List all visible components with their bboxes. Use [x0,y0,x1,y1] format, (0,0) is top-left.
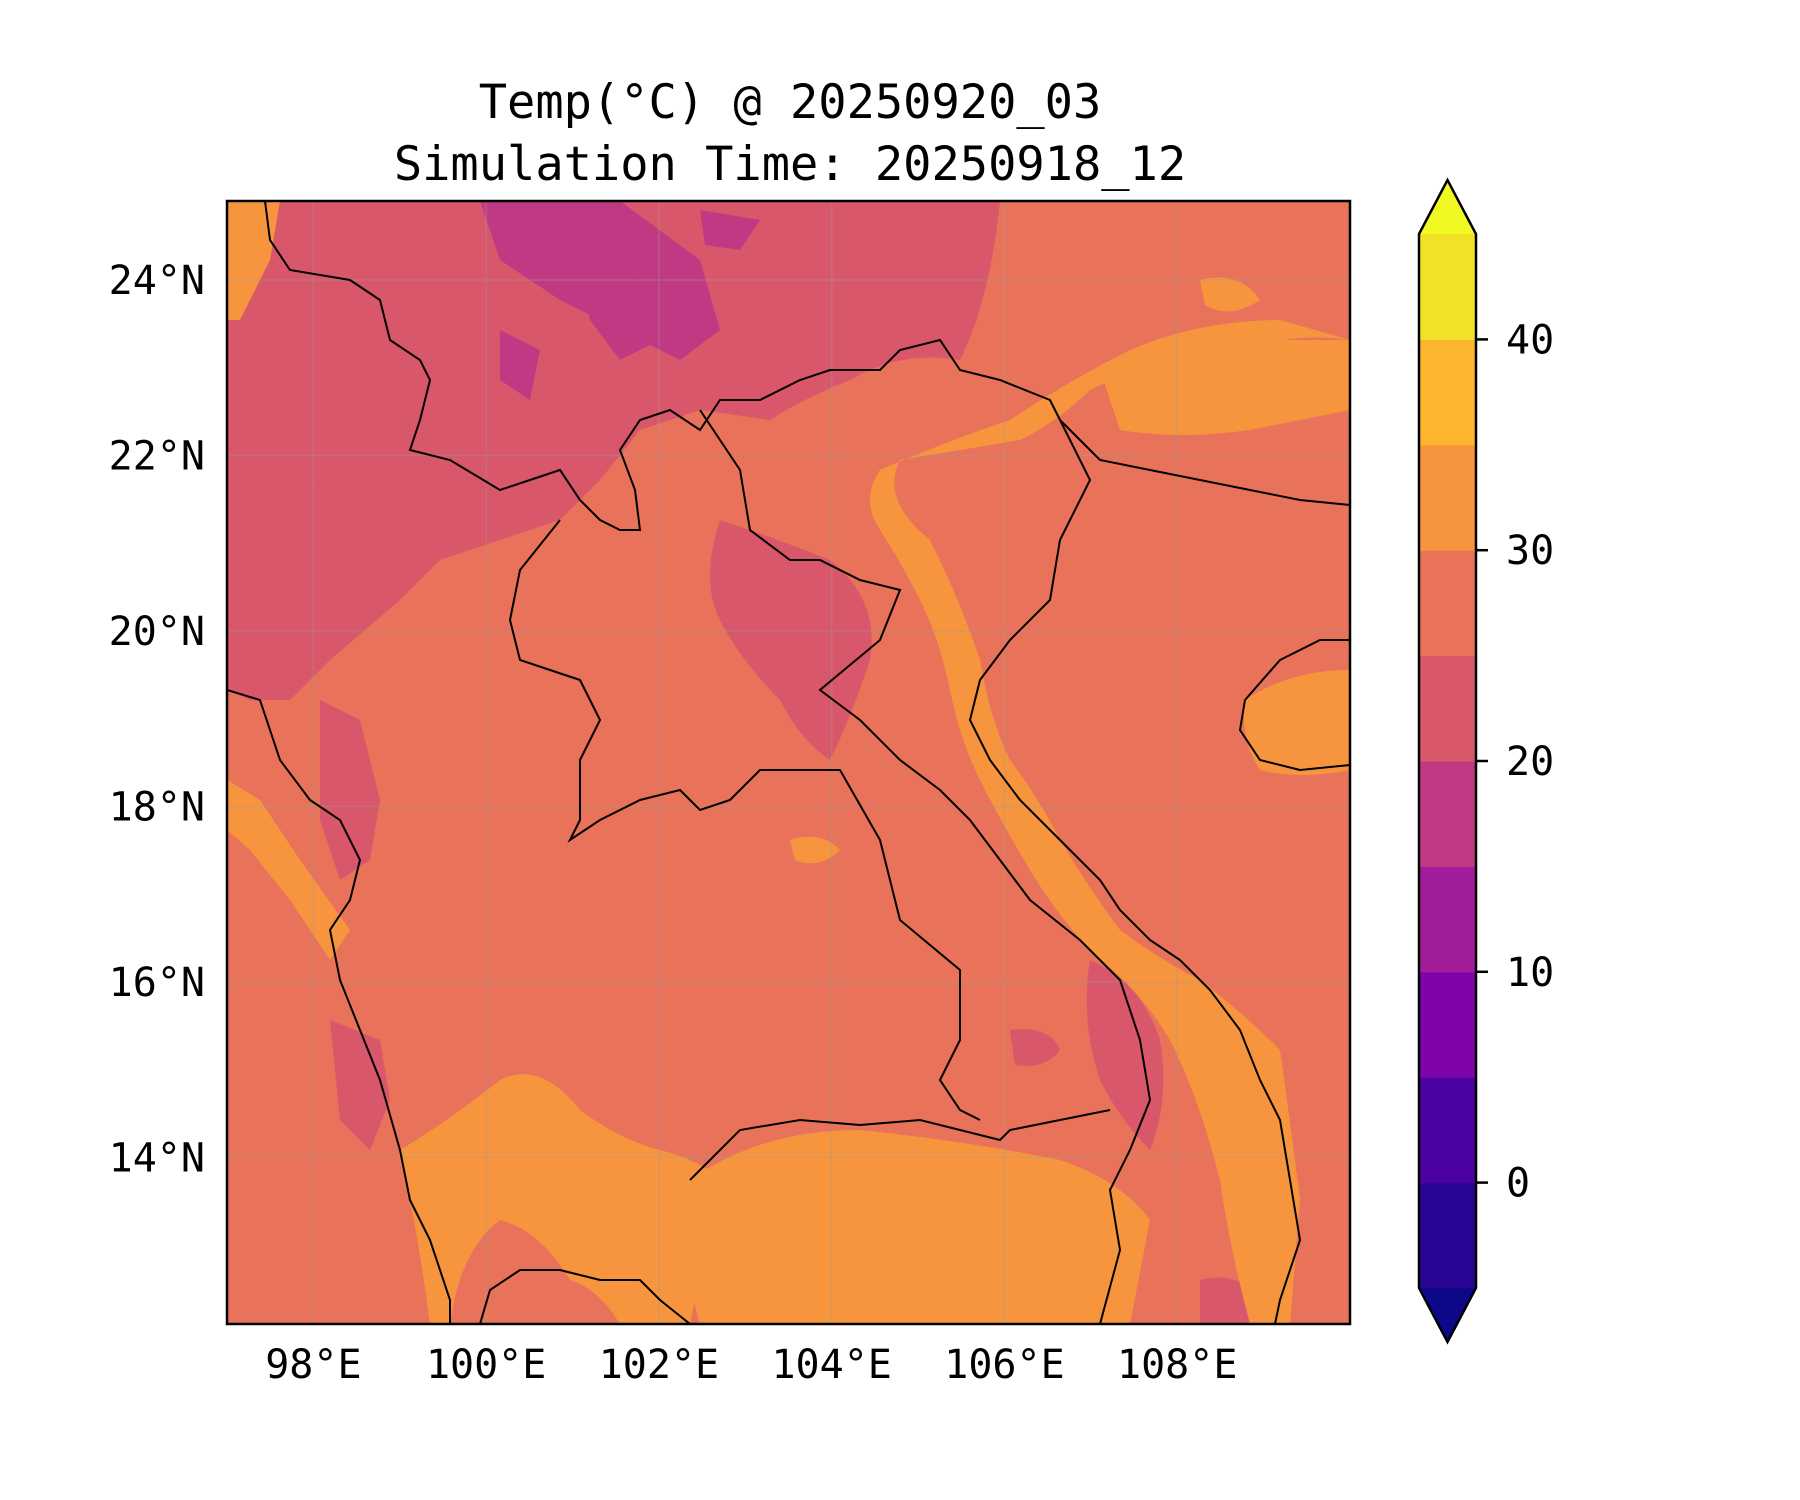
map-title: Temp(°C) @ 20250920_03 [478,75,1102,130]
laos-highland-cool-region [710,520,872,760]
latitude-tick-labels: 24°N 22°N 20°N 18°N 16°N 14°N [109,258,205,1181]
colorbar-tick-labels: 0 10 20 30 40 [1476,317,1554,1207]
colorbar-tick-label-0: 0 [1506,1161,1530,1207]
colorbar-level-6 [1419,550,1476,657]
myanmar-thailand-border-line [227,689,451,1324]
lon-tick-label-3: 104°E [771,1342,891,1388]
north-highlands-cool-region [227,201,1000,700]
central-thailand-warm-region [400,1074,720,1324]
lat-tick-label-3: 18°N [109,784,205,830]
colorbar-level-0 [1419,1182,1476,1289]
colorbar-level-7 [1419,444,1476,551]
colorbar-tick-label-1: 10 [1506,950,1554,996]
thailand-laos-border-line [508,519,981,1121]
gulf-of-thailand-coastline [479,1269,691,1324]
colorbar-level-9 [1419,234,1476,340]
colorbar-tick-label-4: 40 [1506,317,1554,363]
central-highlands-cool-region [1086,960,1164,1150]
cambodia-warm-region [686,1130,1150,1324]
colorbar-extend-under [1419,1288,1476,1342]
lat-tick-label-1: 22°N [109,433,205,479]
lon-tick-label-0: 98°E [265,1342,361,1388]
temperature-field [227,201,1350,1324]
hainan-coastline [1238,639,1350,772]
myanmar-cool-strip [320,700,380,880]
red-river-delta-warm-region [870,320,1350,1324]
colorbar-level-1 [1419,1077,1476,1184]
lon-tick-label-4: 106°E [944,1342,1064,1388]
china-border-line [264,201,1350,531]
laos-vietnam-border-line [699,409,1152,1324]
colorbar-level-3 [1419,866,1476,973]
plateau-cool-patch [1010,1029,1060,1066]
hainan-warm-region [1244,670,1350,775]
title-block: Temp(°C) @ 20250920_03 Simulation Time: … [0,72,1580,196]
colorbar-tick-label-2: 20 [1506,739,1554,785]
north-cold-speck [700,210,760,250]
colorbar-extend-over [1419,180,1476,234]
plateau-warm-patch [790,836,840,864]
lat-tick-label-0: 24°N [109,258,205,304]
colorbar-level-5 [1419,655,1476,762]
west-cool-strip [227,420,330,560]
cold-pockets [480,201,760,400]
gridlines [227,201,1350,1324]
northwest-warm-corner [227,201,280,320]
colorbar-level-8 [1419,339,1476,446]
west-coast-warm-strip [227,780,350,960]
vietnam-coastline [968,419,1302,1324]
colorbar-level-4 [1419,761,1476,867]
lat-tick-label-5: 14°N [109,1135,205,1181]
lon-tick-label-2: 102°E [599,1342,719,1388]
borders-and-coastlines [227,201,1350,1324]
lon-tick-label-1: 100°E [426,1342,546,1388]
cool-band-regions [227,201,1260,1324]
colorbar-tick-label-3: 30 [1506,528,1554,574]
longitude-tick-labels: 98°E 100°E 102°E 104°E 106°E 108°E [265,1342,1237,1388]
colorbar [1417,177,1478,1345]
warm-band-regions [227,201,1350,1324]
colorbar-outline [1417,177,1478,1345]
yunnan-cold-ridge [580,260,660,360]
lon-tick-label-5: 108°E [1117,1342,1237,1388]
west-thai-cool-strip [330,1020,390,1150]
range-cold-ridge [500,330,540,400]
lat-tick-label-2: 20°N [109,609,205,655]
map-subtitle: Simulation Time: 20250918_12 [393,137,1187,192]
map-frame [225,199,1352,1326]
south-china-warm-region [1100,338,1350,435]
colorbar-level-2 [1419,971,1476,1078]
cambodia-border-line [689,1109,1111,1181]
south-china-warm-patch [1200,277,1260,312]
lat-tick-label-4: 16°N [109,960,205,1006]
